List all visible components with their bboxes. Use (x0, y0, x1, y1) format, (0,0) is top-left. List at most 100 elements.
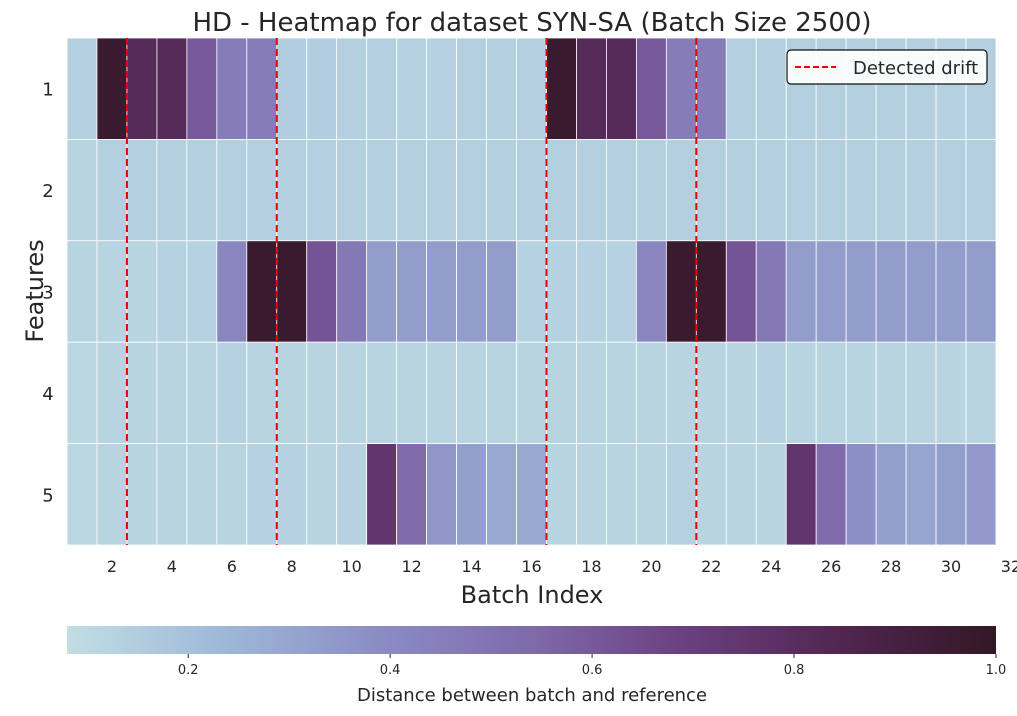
heatmap-cell (606, 443, 637, 546)
heatmap-cell (366, 341, 398, 445)
heatmap-cell (486, 443, 517, 546)
legend-box (786, 49, 988, 85)
heatmap-cell (965, 341, 997, 445)
heatmap-cell (875, 138, 907, 242)
heatmap-cell (965, 138, 997, 242)
heatmap-cell (815, 240, 847, 343)
x-tick-label: 30 (941, 557, 961, 576)
heatmap-cell (815, 138, 847, 242)
heatmap-cell (456, 341, 487, 445)
heatmap-cell (66, 240, 98, 343)
heatmap-cell (606, 240, 637, 343)
heatmap-cell (606, 341, 637, 445)
heatmap-cell (216, 37, 248, 140)
heatmap-cell (875, 240, 907, 343)
heatmap-cell (785, 443, 817, 546)
heatmap-cell (546, 37, 577, 140)
heatmap-cell (126, 443, 158, 546)
y-tick-label: 3 (42, 283, 53, 304)
heatmap-cell (276, 138, 308, 242)
heatmap-cell (96, 443, 128, 546)
colorbar-tick-label: 0.2 (178, 663, 199, 678)
heatmap-cell (156, 37, 188, 140)
heatmap-cell (965, 240, 997, 343)
heatmap-cell (336, 443, 368, 546)
heatmap-cell (486, 341, 517, 445)
heatmap-cell (426, 138, 457, 242)
heatmap-cell (845, 443, 877, 546)
heatmap-cell (216, 240, 248, 343)
heatmap-cell (576, 341, 607, 445)
heatmap-cell (306, 138, 338, 242)
heatmap-cell (246, 443, 278, 546)
x-axis-ticks: 2 4 6 8 10 12 14 16 18 20 22 24 26 28 30 32 (107, 557, 1017, 576)
heatmap-cell (875, 341, 907, 445)
x-tick-label: 12 (401, 557, 421, 576)
heatmap-cell (635, 138, 667, 242)
heatmap-cell (96, 341, 128, 445)
heatmap-cell (66, 138, 98, 242)
x-tick-label: 8 (287, 557, 297, 576)
x-tick-label: 18 (581, 557, 601, 576)
heatmap-cell (665, 138, 697, 242)
legend-label: Detected drift (853, 58, 978, 79)
heatmap-cell (576, 138, 607, 242)
heatmap-cell (216, 138, 248, 242)
heatmap-cell (426, 443, 457, 546)
colorbar-ticks: 0.2 0.4 0.6 0.8 1.0 (178, 654, 1006, 678)
heatmap-cell (186, 443, 218, 546)
heatmap-cell (276, 240, 308, 343)
heatmap-cell (576, 443, 607, 546)
heatmap-cell (935, 240, 967, 343)
heatmap-cell (336, 341, 368, 445)
heatmap-cell (516, 240, 547, 343)
heatmap-cell (486, 37, 517, 140)
heatmap-cell (336, 138, 368, 242)
heatmap-cell (935, 443, 967, 546)
heatmap-cell (546, 443, 577, 546)
heatmap-cell (576, 37, 607, 140)
heatmap-cell (755, 37, 787, 140)
heatmap-cell (725, 341, 757, 445)
heatmap-cell (606, 138, 637, 242)
heatmap-cell (635, 443, 667, 546)
y-tick-label: 1 (42, 80, 53, 101)
x-tick-label: 20 (641, 557, 661, 576)
heatmap-cell (426, 341, 457, 445)
heatmap-cell (875, 443, 907, 546)
heatmap-cell (755, 240, 787, 343)
heatmap-cell (905, 443, 937, 546)
heatmap-cell (276, 443, 308, 546)
heatmap-cell (785, 341, 817, 445)
heatmap-cell (246, 240, 278, 343)
heatmap-cell (695, 240, 727, 343)
heatmap-cell (96, 240, 128, 343)
heatmap-cell (845, 138, 877, 242)
heatmap-cell (306, 443, 338, 546)
x-tick-label: 24 (761, 557, 781, 576)
heatmap-cell (905, 138, 937, 242)
heatmap-cell (755, 341, 787, 445)
chart-title: HD - Heatmap for dataset SYN-SA (Batch S… (192, 8, 871, 38)
x-tick-label: 22 (701, 557, 721, 576)
heatmap-cell (96, 138, 128, 242)
heatmap-cell (246, 341, 278, 445)
heatmap-cell (546, 240, 577, 343)
heatmap-cell (126, 138, 158, 242)
heatmap-cell (276, 37, 308, 140)
heatmap-cell (725, 138, 757, 242)
heatmap-cell (366, 37, 398, 140)
heatmap-cell (546, 341, 577, 445)
y-tick-label: 4 (42, 384, 53, 405)
heatmap-cell (456, 138, 487, 242)
heatmap-cell (785, 138, 817, 242)
heatmap-cell (96, 37, 128, 140)
x-tick-label: 10 (342, 557, 362, 576)
heatmap-cell (695, 341, 727, 445)
heatmap-cell (126, 240, 158, 343)
heatmap-cell (186, 240, 218, 343)
heatmap-cell (336, 37, 368, 140)
heatmap-cell (456, 240, 487, 343)
heatmap-cell (665, 240, 697, 343)
x-tick-label: 4 (167, 557, 177, 576)
